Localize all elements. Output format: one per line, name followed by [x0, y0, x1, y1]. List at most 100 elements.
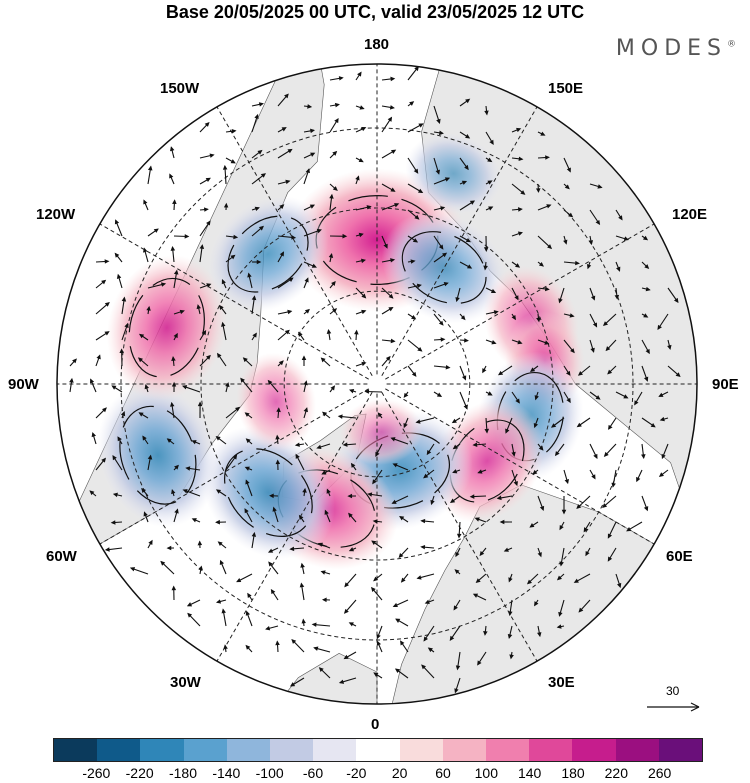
wind-arrow	[576, 495, 591, 509]
wind-arrow	[511, 261, 521, 268]
wind-arrow	[329, 150, 338, 159]
colorbar-tick-label: 60	[435, 765, 451, 781]
wind-arrow	[197, 540, 203, 549]
wind-arrow	[433, 337, 446, 342]
wind-arrow	[407, 183, 424, 194]
latitude-circle	[200, 207, 554, 561]
wind-arrow	[300, 562, 305, 575]
wind-arrow	[69, 377, 74, 393]
wind-arrow	[534, 391, 539, 401]
wind-arrow	[355, 71, 362, 81]
wind-arrow	[191, 440, 201, 445]
wind-arrow	[141, 487, 149, 497]
wind-arrow	[641, 495, 649, 512]
wind-arrow	[119, 348, 125, 367]
wind-arrow	[537, 547, 542, 558]
colorbar	[53, 738, 703, 762]
wind-arrow	[459, 98, 471, 107]
wind-arrow	[355, 361, 367, 367]
wind-arrow	[373, 573, 383, 582]
wind-arrow	[169, 146, 175, 159]
wind-arrow	[251, 102, 264, 107]
wind-arrow	[375, 443, 383, 457]
wind-arrow	[427, 647, 435, 653]
wind-arrow	[563, 209, 574, 218]
wind-arrow	[499, 519, 512, 525]
wind-arrow	[355, 232, 364, 238]
wind-arrow	[395, 618, 409, 627]
wind-arrow	[667, 287, 679, 304]
wind-arrow	[407, 283, 422, 289]
lon-label-60e: 60E	[666, 548, 693, 565]
wind-arrow	[269, 493, 279, 499]
wind-arrow	[321, 469, 331, 475]
brand-name: MODES	[615, 36, 727, 61]
wind-arrow	[95, 457, 106, 471]
wind-arrow	[329, 308, 338, 315]
lon-label-150e: 150E	[548, 80, 584, 97]
reference-vector-arrow	[647, 702, 700, 712]
meridian-line	[385, 388, 655, 545]
wind-arrow	[251, 332, 257, 341]
wind-arrow	[497, 365, 513, 376]
wind-arrow	[608, 417, 617, 430]
wind-arrow	[251, 295, 257, 315]
wind-arrow	[138, 412, 149, 419]
modes-logo: MODES®	[616, 36, 736, 61]
wind-arrow	[338, 677, 357, 684]
wind-arrow	[589, 339, 595, 353]
wind-arrow	[381, 203, 400, 211]
wind-arrow	[120, 411, 126, 419]
colorbar-tick-label: 220	[604, 765, 629, 781]
wind-arrow	[173, 309, 185, 315]
wind-arrow	[589, 443, 598, 460]
wind-arrow	[277, 93, 289, 107]
wind-arrow	[563, 365, 571, 376]
wind-arrow	[303, 380, 308, 393]
wind-arrow	[318, 667, 331, 679]
wind-arrow	[277, 329, 290, 341]
wind-arrow	[483, 625, 488, 636]
wind-arrow	[508, 573, 513, 583]
wind-arrow	[95, 331, 110, 341]
wind-arrow	[563, 469, 570, 485]
wind-arrow	[347, 493, 357, 499]
wind-arrow	[556, 573, 565, 581]
wind-arrow	[550, 417, 565, 428]
wind-arrow	[508, 599, 513, 617]
wind-arrow	[138, 333, 149, 341]
wind-arrow	[219, 304, 227, 315]
wind-arrow	[146, 305, 151, 315]
wind-arrow	[303, 104, 313, 109]
wind-arrow	[275, 459, 281, 471]
wind-arrow	[199, 330, 207, 341]
wind-arrow	[407, 101, 415, 107]
map-disk	[57, 64, 697, 704]
wind-arrow	[511, 207, 523, 212]
wind-arrow	[342, 442, 357, 447]
wind-arrow	[199, 177, 211, 185]
wind-arrow	[563, 183, 570, 190]
wind-arrow	[433, 313, 444, 326]
wind-arrow	[301, 618, 306, 627]
wind-arrow	[496, 495, 513, 501]
wind-arrow	[452, 469, 461, 474]
wind-arrow	[302, 487, 307, 497]
wind-arrow	[614, 287, 620, 300]
negative-anomaly	[201, 426, 335, 560]
wind-arrow	[370, 586, 383, 601]
colorbar-segment	[183, 739, 227, 761]
wind-arrow	[537, 235, 553, 250]
wind-arrow	[423, 625, 435, 642]
wind-arrow	[381, 149, 397, 159]
wind-arrow	[433, 282, 449, 289]
wind-arrow	[171, 488, 176, 497]
wind-arrow	[223, 644, 228, 653]
wind-arrow	[329, 385, 336, 393]
colorbar-segment	[529, 739, 573, 761]
wind-arrow	[142, 435, 149, 445]
wind-arrow	[403, 417, 409, 429]
wind-arrow	[377, 412, 383, 419]
wind-arrow	[559, 521, 565, 531]
wind-arrow	[583, 521, 591, 533]
